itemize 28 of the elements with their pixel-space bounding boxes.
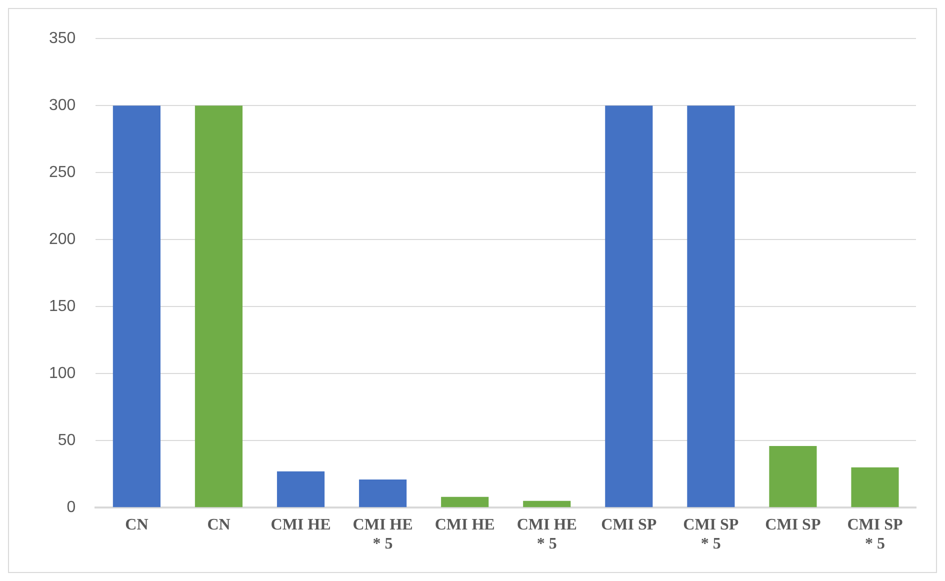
bar — [687, 106, 735, 508]
bar — [605, 106, 653, 508]
x-tick-label: CMI SP * 5 — [847, 516, 903, 553]
x-tick-label: CMI HE * 5 — [516, 516, 577, 553]
x-tick-label: CN — [125, 516, 149, 534]
bar — [851, 467, 899, 508]
x-tick-label: CMI SP — [601, 516, 657, 534]
bar — [194, 106, 243, 508]
x-tick-label: CMI HE * 5 — [352, 516, 413, 553]
y-tick-label: 0 — [66, 499, 76, 516]
x-tick-label: CMI SP — [765, 516, 821, 534]
y-tick-label: 100 — [48, 365, 76, 382]
bar — [523, 500, 571, 508]
y-tick-label: 150 — [48, 298, 76, 316]
y-tick-label: 300 — [48, 97, 76, 114]
y-tick-label: 350 — [48, 30, 76, 48]
x-tick-label: CMI HE — [270, 516, 331, 534]
bar — [769, 446, 817, 508]
bar — [276, 471, 325, 508]
bar — [441, 496, 489, 508]
x-tick-label: CMI HE — [434, 516, 495, 534]
x-tick-label: CMI SP * 5 — [683, 516, 739, 553]
y-tick-label: 250 — [48, 164, 76, 182]
y-tick-label: 200 — [48, 231, 76, 248]
bar — [359, 479, 407, 508]
y-tick-label: 50 — [58, 432, 76, 450]
x-tick-label: CN — [207, 516, 231, 534]
bar — [112, 106, 160, 508]
